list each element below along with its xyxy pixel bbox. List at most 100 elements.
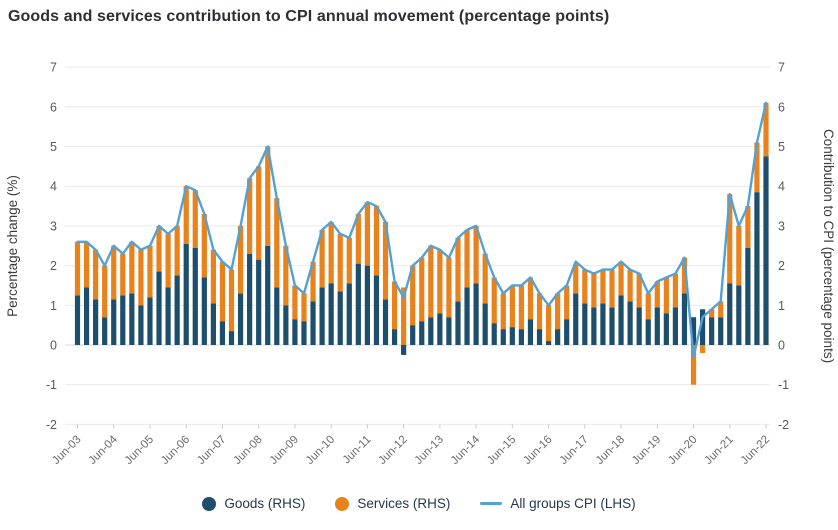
services-swatch-icon — [335, 496, 350, 511]
services-bar — [555, 293, 561, 330]
goods-bar — [165, 287, 171, 345]
services-bar — [165, 233, 171, 288]
goods-bar — [292, 319, 298, 345]
goods-bar — [410, 325, 416, 345]
goods-bar — [564, 319, 570, 345]
x-axis-tick-label: Jun-07 — [195, 434, 228, 467]
services-bar — [627, 269, 633, 302]
right-axis-tick-label: -2 — [778, 418, 789, 432]
x-axis-tick-label: Jun-12 — [376, 434, 409, 467]
goods-bar — [754, 192, 760, 345]
services-bar — [256, 166, 262, 260]
goods-bar — [527, 319, 534, 345]
services-bar — [391, 281, 398, 330]
x-axis-tick-label: Jun-16 — [521, 434, 554, 467]
goods-bar — [274, 287, 280, 345]
x-axis-tick-label: Jun-03 — [50, 434, 83, 467]
services-bar — [609, 269, 615, 308]
goods-bar — [672, 307, 679, 345]
x-axis-tick-label: Jun-05 — [123, 434, 156, 467]
goods-bar — [455, 301, 461, 345]
goods-bar — [699, 309, 706, 345]
goods-bar — [437, 313, 443, 345]
goods-bar — [319, 287, 325, 345]
services-bar — [690, 345, 697, 385]
legend-item-services[interactable]: Services (RHS) — [335, 496, 450, 511]
services-bar — [364, 202, 370, 266]
goods-bar — [138, 305, 144, 345]
services-bar — [763, 102, 769, 157]
services-bar — [129, 241, 135, 294]
goods-bar — [509, 327, 515, 345]
goods-bar — [500, 329, 506, 345]
goods-bar — [346, 283, 352, 345]
goods-bar — [627, 301, 633, 345]
x-axis-tick-label: Jun-15 — [485, 434, 518, 467]
services-bar — [564, 285, 570, 320]
services-bar — [591, 273, 597, 308]
goods-bar — [219, 321, 226, 345]
goods-bar — [301, 321, 307, 345]
services-bar — [709, 309, 715, 318]
goods-bar — [446, 317, 452, 345]
services-bar — [536, 293, 543, 330]
x-axis-tick-label: Jun-04 — [87, 433, 121, 467]
goods-bar — [609, 307, 615, 345]
goods-bar — [373, 275, 380, 345]
services-bar — [328, 221, 334, 284]
services-bar — [138, 249, 144, 306]
left-axis-tick-label: 1 — [50, 299, 57, 313]
services-bar — [337, 233, 343, 292]
goods-bar — [654, 307, 660, 345]
goods-bar — [156, 271, 162, 345]
goods-bar — [745, 247, 751, 345]
goods-bar — [364, 265, 370, 345]
goods-bar — [355, 263, 361, 345]
goods-bar — [192, 247, 198, 345]
right-axis-tick-label: -1 — [778, 378, 789, 392]
legend-item-goods[interactable]: Goods (RHS) — [202, 496, 305, 511]
services-bar — [600, 269, 606, 304]
goods-bar — [120, 295, 126, 345]
goods-bar — [283, 305, 289, 345]
goods-bar — [473, 283, 479, 345]
x-axis-tick-label: Jun-08 — [231, 434, 264, 467]
services-bar — [283, 245, 289, 306]
goods-bar — [681, 293, 688, 345]
goods-bar — [573, 293, 579, 345]
services-bar — [500, 293, 506, 330]
goods-bar — [102, 317, 108, 345]
x-axis-tick-label: Jun-17 — [558, 434, 591, 467]
goods-bar — [545, 341, 552, 345]
goods-bar — [111, 299, 117, 345]
services-bar — [455, 237, 461, 302]
goods-bar — [93, 299, 99, 345]
services-bar — [373, 206, 380, 276]
goods-bar — [491, 323, 497, 345]
left-axis-title: Percentage change (%) — [5, 175, 20, 317]
services-bar — [672, 273, 679, 308]
x-axis-tick-label: Jun-20 — [666, 434, 699, 467]
services-bar — [663, 277, 669, 314]
goods-bar — [401, 345, 407, 355]
goods-bar — [690, 317, 697, 345]
services-bar — [74, 241, 81, 296]
chart-legend: Goods (RHS) Services (RHS) All groups CP… — [0, 496, 838, 511]
goods-bar — [328, 283, 334, 345]
x-axis-tick-label: Jun-14 — [449, 433, 483, 467]
goods-bar — [600, 303, 606, 345]
services-bar — [645, 293, 651, 320]
services-bar — [736, 225, 742, 286]
services-bar — [346, 237, 352, 284]
goods-bar — [727, 283, 733, 345]
goods-bar — [419, 321, 425, 345]
services-bar — [210, 249, 216, 304]
goods-bar — [482, 303, 488, 345]
services-bar — [102, 265, 108, 318]
cpi-contribution-chart: 7 7 6 6 5 5 4 4 3 3 2 2 1 1 0 0 -1 -1 -2 -2 Percentage chang… — [5, 61, 836, 467]
left-axis-tick-label: 6 — [50, 100, 57, 114]
goods-swatch-icon — [202, 496, 217, 511]
left-axis-tick-label: 4 — [50, 180, 57, 194]
legend-item-cpi-line[interactable]: All groups CPI (LHS) — [480, 496, 636, 511]
services-bar — [183, 186, 189, 244]
